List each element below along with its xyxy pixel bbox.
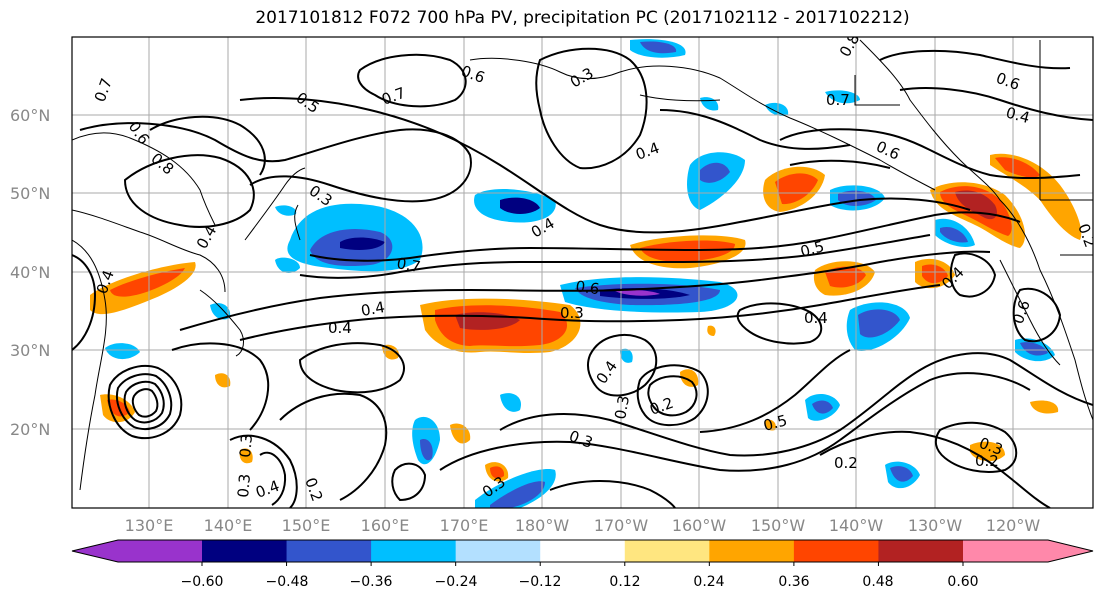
lon-label: 150°E (282, 516, 331, 535)
contour-label: 0.5 (761, 411, 789, 435)
lat-label: 40°N (10, 263, 50, 282)
contour-label: 0.2 (975, 452, 999, 470)
colorbar-segment (286, 540, 372, 562)
map-border (71, 36, 1094, 509)
lon-label: 130°E (125, 516, 174, 535)
colorbar-tick-label: −0.24 (435, 574, 478, 590)
colorbar-segment (371, 540, 457, 562)
lat-label: 30°N (10, 341, 50, 360)
colorbar-segment (540, 540, 626, 562)
lon-label: 140°W (829, 516, 884, 535)
colorbar-segment (202, 540, 288, 562)
colorbar-segment (793, 540, 879, 562)
pv-contours (72, 47, 1093, 508)
latitude-labels: 60°N 50°N 40°N 30°N 20°N (10, 106, 50, 439)
colorbar-tick-label: −0.36 (350, 574, 393, 590)
lon-label: 120°W (986, 516, 1041, 535)
lon-label: 130°W (908, 516, 963, 535)
colorbar-segment (709, 540, 795, 562)
colorbar (71, 539, 1094, 566)
lon-label: 160°E (361, 516, 410, 535)
lat-label: 60°N (10, 106, 50, 125)
colorbar-segment (963, 540, 1048, 562)
contour-label: 0.4 (328, 319, 352, 337)
contour-label: 0.4 (1004, 103, 1032, 127)
lon-label: 170°W (594, 516, 649, 535)
contour-label: 0.7 (826, 91, 850, 109)
map-title: 2017101812 F072 700 hPa PV, precipitatio… (255, 8, 910, 28)
lon-label: 150°W (751, 516, 806, 535)
colorbar-outline (71, 539, 1094, 563)
colorbar-tick-label: 0.24 (693, 574, 724, 590)
colorbar-segment (455, 540, 541, 562)
precip-anomaly-shading (90, 39, 1082, 508)
colorbar-tick-label: −0.60 (181, 574, 224, 590)
lon-label: 170°E (440, 516, 489, 535)
colorbar-tick-label: −0.48 (266, 574, 309, 590)
lat-label: 20°N (10, 420, 50, 439)
contour-label: 0.5 (798, 237, 826, 261)
lon-label: 160°W (672, 516, 727, 535)
colorbar-segment (624, 540, 710, 562)
colorbar-tick-label: 0.12 (609, 574, 640, 590)
contour-label: 0.4 (360, 298, 387, 320)
colorbar-segment (118, 540, 202, 562)
colorbar-labels: −0.60 −0.48 −0.36 −0.24 −0.12 0.12 0.24 … (181, 574, 979, 590)
colorbar-tick-label: 0.36 (778, 574, 809, 590)
lon-label: 180°W (515, 516, 570, 535)
colorbar-tick-label: 0.48 (862, 574, 893, 590)
contour-label: 0.2 (834, 454, 858, 472)
colorbar-tick-label: −0.12 (519, 574, 562, 590)
contour-label: 0.3 (611, 394, 633, 421)
contour-label: 0.3 (234, 473, 254, 498)
colorbar-segment (878, 540, 964, 562)
lat-label: 50°N (10, 184, 50, 203)
contour-label: 0.3 (560, 304, 584, 322)
colorbar-extend-min (72, 540, 118, 562)
contour-label: 0.4 (804, 309, 828, 327)
lon-label: 140°E (204, 516, 253, 535)
longitude-labels: 130°E 140°E 150°E 160°E 170°E 180°W 170°… (125, 516, 1041, 535)
contour-label: 0.3 (236, 433, 256, 458)
colorbar-tick-label: 0.60 (947, 574, 978, 590)
contour-label: 0.7 (395, 254, 422, 276)
colorbar-extend-max (1048, 540, 1093, 562)
contour-label: 0.6 (574, 277, 600, 298)
